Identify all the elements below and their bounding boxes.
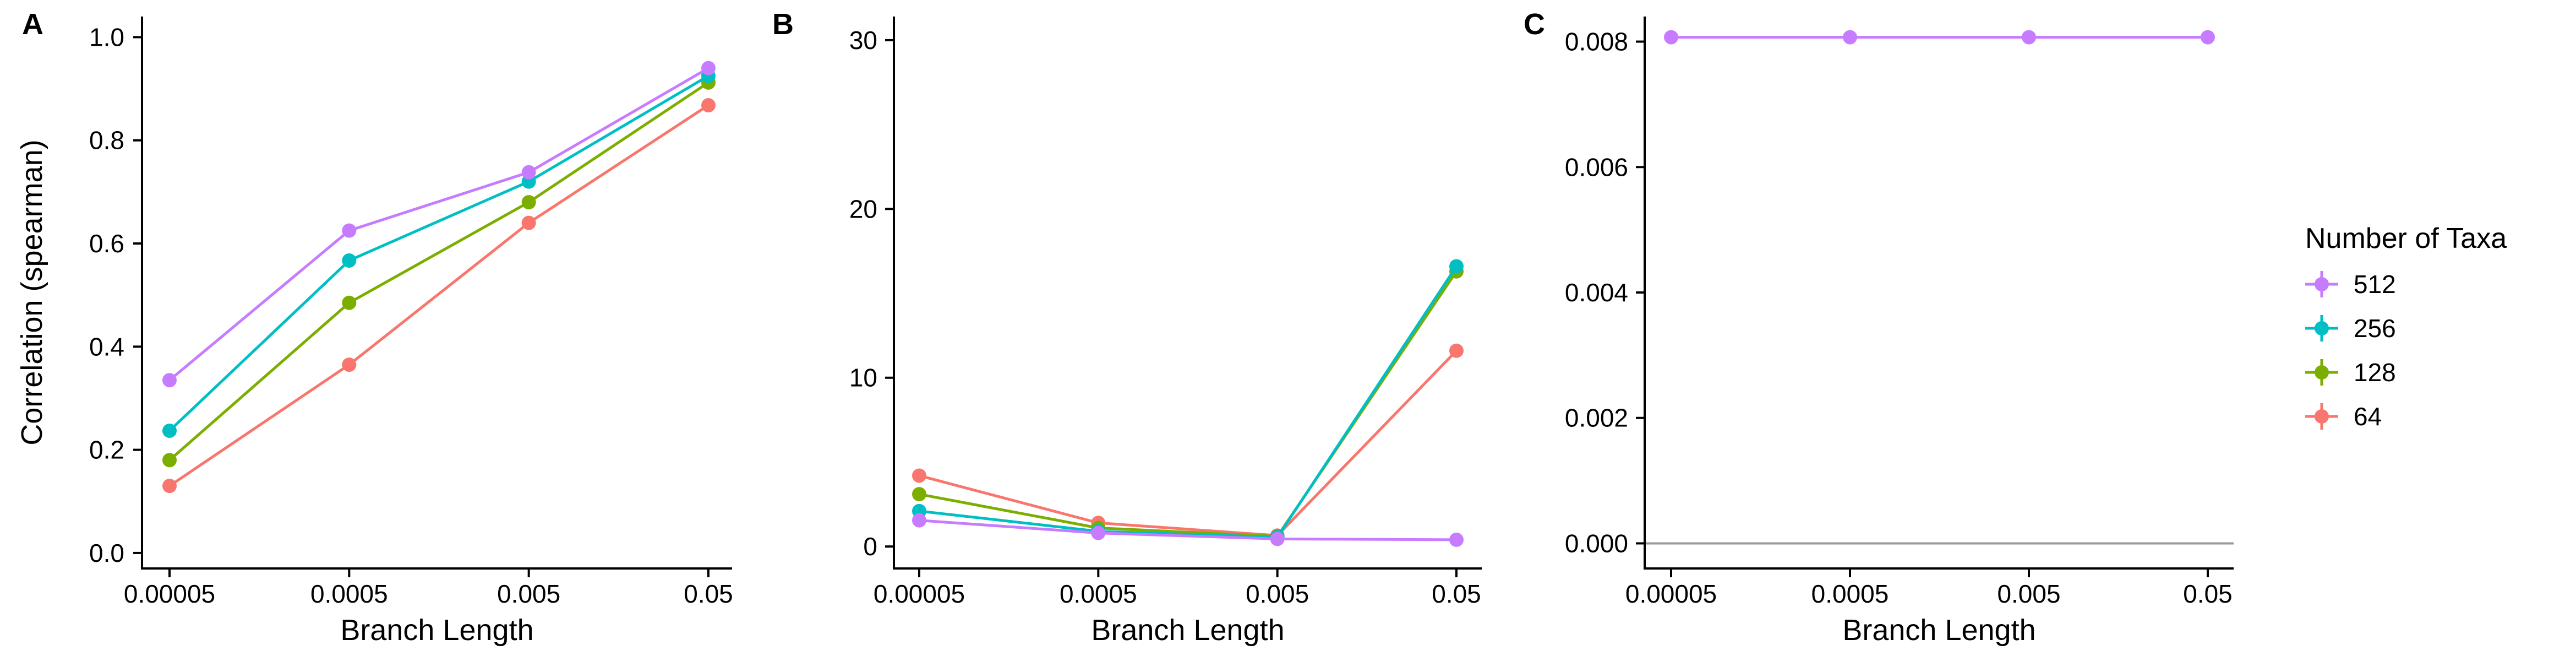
series-line-64 — [168, 104, 710, 487]
y-tick-label: 0 — [863, 532, 877, 561]
series-line-256 — [168, 74, 710, 432]
data-point-128 — [521, 195, 536, 210]
data-point-512 — [1449, 532, 1464, 547]
data-point-512 — [2201, 30, 2215, 45]
x-tick-label: 0.05 — [684, 579, 733, 608]
x-tick-label: 0.00005 — [124, 579, 215, 608]
x-tick-label: 0.05 — [1432, 579, 1481, 608]
series-512 — [162, 61, 716, 388]
data-point-256 — [342, 253, 357, 268]
panel-a: A 0.0 0.2 0.4 0.6 0.8 1.0 0.00005 0.0005 0.005 0.0… — [15, 8, 733, 647]
legend-entries: 512 256 128 64 — [2305, 270, 2396, 431]
data-point-128 — [162, 453, 177, 468]
y-tick-label: 0.000 — [1565, 529, 1628, 557]
x-tick-label: 0.005 — [1246, 579, 1309, 608]
data-point-64 — [521, 215, 536, 230]
data-point-512 — [162, 373, 177, 388]
y-tick-label: 0.2 — [89, 436, 124, 464]
data-point-512 — [912, 513, 926, 528]
legend-entry-256: 256 — [2305, 314, 2396, 343]
series-512 — [912, 513, 1464, 547]
legend-key-point — [2315, 277, 2329, 291]
data-point-64 — [342, 357, 357, 372]
x-tick-label: 0.0005 — [1811, 579, 1889, 608]
legend: Number of Taxa 512 256 128 64 — [2305, 223, 2507, 431]
legend-label: 512 — [2354, 270, 2396, 299]
legend-key-point — [2315, 409, 2329, 424]
data-point-512 — [521, 165, 536, 180]
legend-title: Number of Taxa — [2305, 223, 2507, 254]
series-line-256 — [919, 266, 1458, 539]
panel-c: C 0.000 0.002 0.004 0.006 0.008 0.00005 0.0005 0… — [1524, 8, 2234, 647]
y-tick-label: 0.4 — [89, 332, 124, 361]
data-point-512 — [342, 223, 357, 238]
legend-label: 64 — [2354, 402, 2382, 431]
data-point-512 — [1843, 30, 1857, 45]
legend-entry-64: 64 — [2305, 402, 2382, 431]
panels: A 0.0 0.2 0.4 0.6 0.8 1.0 0.00005 0.0005 0.005 0.0… — [15, 8, 2234, 647]
x-tick-label: 0.00005 — [874, 579, 965, 608]
legend-label: 128 — [2354, 358, 2396, 387]
data-point-64 — [162, 479, 177, 494]
data-point-512 — [1091, 525, 1106, 540]
panel-letter: B — [772, 8, 794, 41]
y-tick-label: 0.004 — [1565, 278, 1628, 307]
series-128 — [162, 75, 716, 468]
y-tick-label: 0.8 — [89, 126, 124, 155]
x-tick-label: 0.0005 — [310, 579, 388, 608]
panel-letter: C — [1524, 8, 1545, 41]
y-tick-label: 0.006 — [1565, 153, 1628, 181]
y-axis-title: Correlation (spearman) — [15, 139, 48, 445]
x-axis-title: Branch Length — [1091, 614, 1284, 647]
data-point-512 — [1270, 532, 1285, 546]
legend-entry-512: 512 — [2305, 270, 2396, 299]
y-tick-label: 30 — [849, 26, 877, 55]
x-tick-label: 0.00005 — [1625, 579, 1717, 608]
x-tick-label: 0.005 — [1997, 579, 2060, 608]
x-tick-label: 0.0005 — [1060, 579, 1137, 608]
data-point-512 — [2022, 30, 2036, 45]
data-point-256 — [162, 423, 177, 438]
data-point-64 — [701, 98, 716, 113]
legend-key-point — [2315, 321, 2329, 335]
y-tick-label: 10 — [849, 364, 877, 392]
data-point-128 — [342, 295, 357, 310]
x-axis-title: Branch Length — [1842, 614, 2035, 647]
y-tick-label: 0.0 — [89, 539, 124, 567]
y-tick-label: 0.6 — [89, 229, 124, 258]
x-tick-label: 0.05 — [2183, 579, 2233, 608]
x-tick-label: 0.005 — [497, 579, 560, 608]
series-512 — [1664, 30, 2215, 45]
legend-entry-128: 128 — [2305, 358, 2396, 387]
data-point-256 — [1449, 259, 1464, 274]
data-point-512 — [1664, 30, 1678, 45]
series-line-512 — [168, 67, 710, 382]
data-point-64 — [1449, 343, 1464, 358]
legend-label: 256 — [2354, 314, 2396, 343]
y-tick-label: 1.0 — [89, 23, 124, 51]
series-line-512 — [919, 519, 1457, 541]
series-line-64 — [919, 349, 1458, 537]
series-128 — [912, 264, 1464, 544]
y-tick-label: 20 — [849, 194, 877, 223]
series-line-128 — [168, 81, 710, 462]
series-64 — [162, 98, 716, 494]
panel-letter: A — [22, 8, 43, 41]
series-256 — [912, 259, 1464, 545]
panel-b: B 0 10 20 30 0.00005 0.0005 0.005 0.05 Branch Len… — [772, 8, 1482, 647]
y-tick-label: 0.002 — [1565, 404, 1628, 432]
y-tick-label: 0.008 — [1565, 28, 1628, 56]
legend-key-point — [2315, 365, 2329, 380]
data-point-512 — [701, 61, 716, 75]
data-point-64 — [912, 468, 926, 483]
series-64 — [912, 343, 1464, 543]
data-point-128 — [912, 487, 926, 502]
x-axis-title: Branch Length — [340, 614, 533, 647]
